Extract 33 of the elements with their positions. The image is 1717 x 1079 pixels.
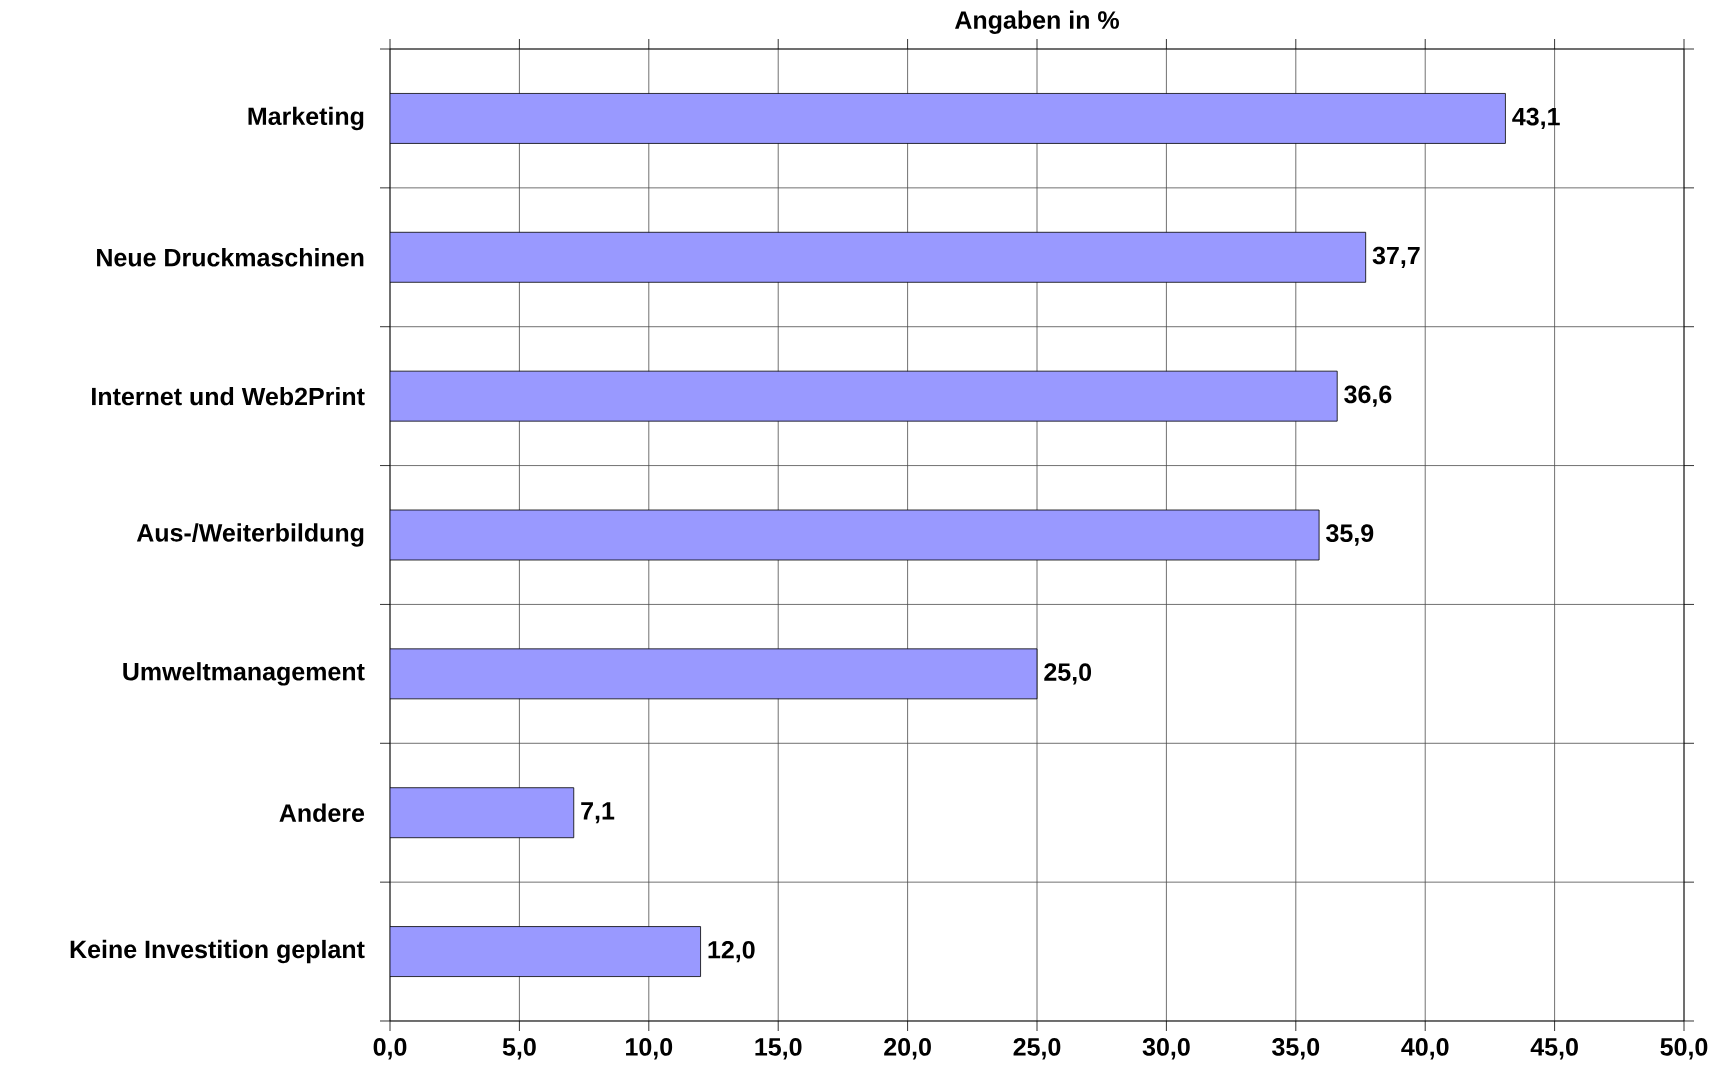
y-tick-label: Umweltmanagement (123, 662, 365, 686)
x-tick-label: 5,0 (502, 1038, 536, 1060)
bar (390, 648, 1038, 700)
data-label: 12,0 (708, 940, 755, 963)
x-tick-label: 15,0 (755, 1038, 802, 1060)
x-tick-label: 50,0 (1660, 1038, 1708, 1060)
x-tick-label: 40,0 (1401, 1038, 1449, 1060)
bar (390, 509, 1320, 561)
bar (390, 926, 701, 977)
data-label: 36,6 (1344, 385, 1392, 407)
y-tick-label: Internet und Web2Print (92, 386, 365, 406)
x-tick-label: 25,0 (1013, 1038, 1061, 1060)
y-tick-label: Keine Investition geplant (70, 939, 365, 964)
x-tick-label: 35,0 (1272, 1038, 1320, 1060)
bar (390, 93, 1506, 144)
data-label: 37,7 (1372, 246, 1420, 268)
y-tick-label: Aus-/Weiterbildung (136, 523, 364, 547)
bar (390, 370, 1338, 422)
bar (390, 787, 575, 839)
bar (390, 231, 1367, 283)
y-tick-label: Marketing (248, 106, 364, 131)
y-tick-label: Andere (279, 803, 365, 822)
data-label: 35,9 (1326, 524, 1374, 546)
chart-title: Angaben in % (954, 10, 1119, 34)
x-tick-label: 20,0 (884, 1038, 931, 1060)
data-label: 7,1 (581, 802, 615, 824)
x-tick-label: 30,0 (1142, 1038, 1190, 1060)
y-tick-label: Neue Druckmaschinen (97, 248, 364, 267)
data-label: 25,0 (1044, 663, 1092, 685)
x-tick-label: 45,0 (1530, 1038, 1578, 1060)
x-tick-label: 10,0 (626, 1038, 673, 1060)
data-label: 43,1 (1512, 107, 1560, 130)
x-tick-label: 0,0 (373, 1038, 407, 1060)
